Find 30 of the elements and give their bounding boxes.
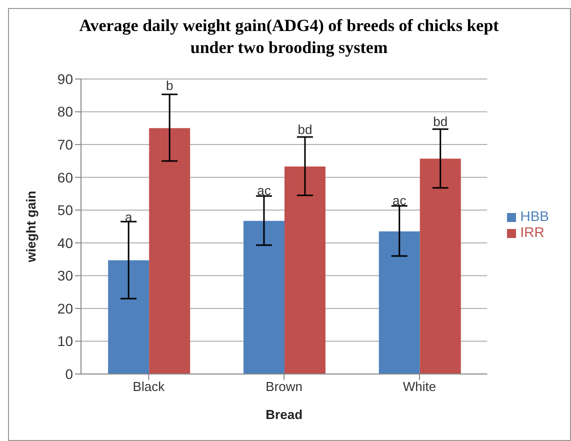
y-tick-label: 90 [57,70,74,87]
y-tick-label: 60 [57,169,74,186]
data-label: a [124,209,133,224]
x-tick-label: Black [132,379,166,394]
y-axis-title: wieght gain [24,190,39,264]
data-label: bd [298,122,312,137]
y-tick-label: 70 [57,136,74,153]
y-tick-label: 20 [57,300,74,316]
legend-label: HBB [520,208,549,224]
y-tick-label: 0 [65,366,74,382]
y-tick-label: 50 [57,202,74,218]
bar [420,158,461,374]
y-tick-label: 10 [57,333,74,350]
data-label: ac [257,182,272,198]
bar [378,231,420,374]
y-tick-label: 40 [57,234,74,251]
bar [149,128,190,374]
bar [243,220,284,374]
bar [108,260,150,374]
y-tick-label: 30 [57,268,74,284]
legend-label: IRR [520,224,544,240]
data-label: bd [433,114,448,129]
data-label: ac [392,193,407,208]
y-tick-label: 80 [57,104,74,120]
chart-title: Average daily weight gain(ADG4) of breeds of chicks kept under two brooding system [78,15,500,59]
data-label: b [166,78,174,93]
bar [284,166,326,374]
x-axis-title: Bread [266,407,303,422]
x-tick-label: White [402,379,436,394]
x-tick-label: Brown [266,379,303,394]
